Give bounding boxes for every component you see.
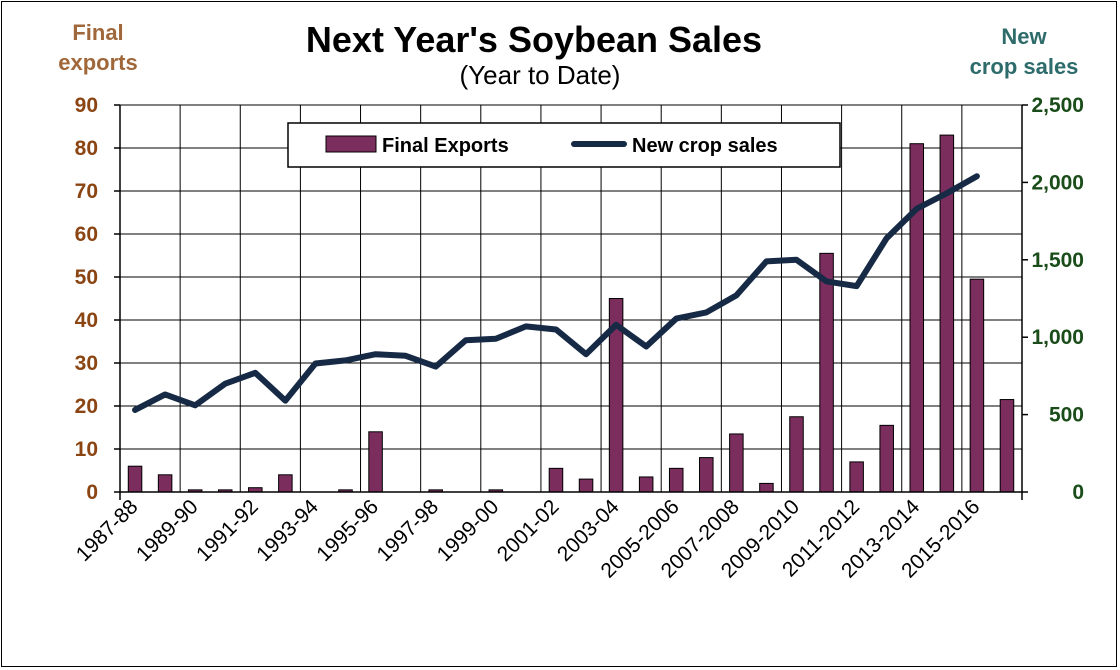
legend-bar-label: Final Exports [382, 135, 509, 157]
x-tick-label: 1991-92 [192, 495, 263, 566]
x-tick-label: 2001-02 [493, 495, 564, 566]
bar-1992-93 [278, 474, 293, 493]
bar-1987-88 [127, 465, 143, 493]
right-tick-label: 2,500 [1031, 94, 1084, 117]
left-tick-label: 0 [86, 481, 98, 504]
bar-2016-2017 [999, 399, 1015, 493]
grid-layer [119, 104, 1023, 493]
left-axis-label-line-1: Final [72, 20, 123, 45]
right-tick-label: 1,000 [1031, 326, 1084, 349]
left-tick-labels: 0 10 20 30 40 50 60 70 80 90 [75, 94, 98, 504]
left-tick-label: 90 [75, 94, 98, 117]
bar-2005-2006 [668, 467, 684, 493]
left-tick-label: 70 [75, 180, 98, 203]
x-tick-label: 1987-88 [72, 495, 143, 566]
bar-2006-2007 [699, 457, 714, 493]
legend-bar-swatch [325, 135, 377, 153]
x-tick-label: 1999-00 [433, 495, 504, 566]
bar-2004-05 [638, 476, 654, 493]
chart-subtitle: (Year to Date) [460, 60, 621, 90]
left-tick-label: 20 [75, 395, 98, 418]
bar-2009-2010 [789, 416, 804, 493]
right-tick-label: 500 [1049, 404, 1084, 427]
bar-2013-2014 [909, 143, 925, 493]
left-tick-label: 60 [75, 223, 98, 246]
right-axis-label-line-2: crop sales [970, 54, 1079, 79]
new-crop-sales-line [132, 173, 980, 413]
left-tick-label: 80 [75, 137, 98, 160]
bar-2001-02 [548, 467, 564, 493]
x-tick-label: 1993-94 [252, 495, 323, 566]
x-tick-label: 1997-98 [372, 495, 443, 566]
bar-2008-2009 [759, 482, 774, 493]
right-axis-label-line-1: New [1001, 24, 1047, 49]
x-tick-label: 1995-96 [312, 495, 383, 566]
bar-2010-2011 [819, 252, 834, 493]
bar-2015-2016 [969, 278, 985, 493]
left-tick-label: 50 [75, 266, 98, 289]
chart-title: Next Year's Soybean Sales [306, 19, 762, 60]
bar-2002-03 [578, 478, 594, 493]
left-tick-label: 40 [75, 309, 98, 332]
bar-series [127, 134, 1015, 493]
bar-2011-2012 [849, 461, 864, 493]
legend-line-label: New crop sales [632, 135, 778, 157]
right-tick-labels: 0 500 1,000 1,500 2,000 2,500 [1031, 94, 1084, 504]
bar-2012-2013 [879, 424, 894, 493]
legend: Final Exports New crop sales [287, 122, 841, 168]
x-tick-labels: 1987-881989-901991-921993-941995-961997-… [72, 495, 985, 583]
line-series [132, 173, 980, 413]
bar-1995-96 [368, 431, 383, 493]
bar-2007-2008 [729, 433, 744, 493]
left-tick-label: 30 [75, 352, 98, 375]
left-axis-label-line-2: exports [58, 50, 137, 75]
right-tick-label: 1,500 [1031, 249, 1084, 272]
x-tick-label: 1989-90 [132, 495, 203, 566]
right-tick-label: 2,000 [1031, 171, 1084, 194]
right-tick-label: 0 [1072, 481, 1084, 504]
left-tick-label: 10 [75, 438, 98, 461]
bar-1988-89 [157, 474, 173, 493]
axes [114, 104, 1028, 500]
legend-box [287, 122, 841, 168]
